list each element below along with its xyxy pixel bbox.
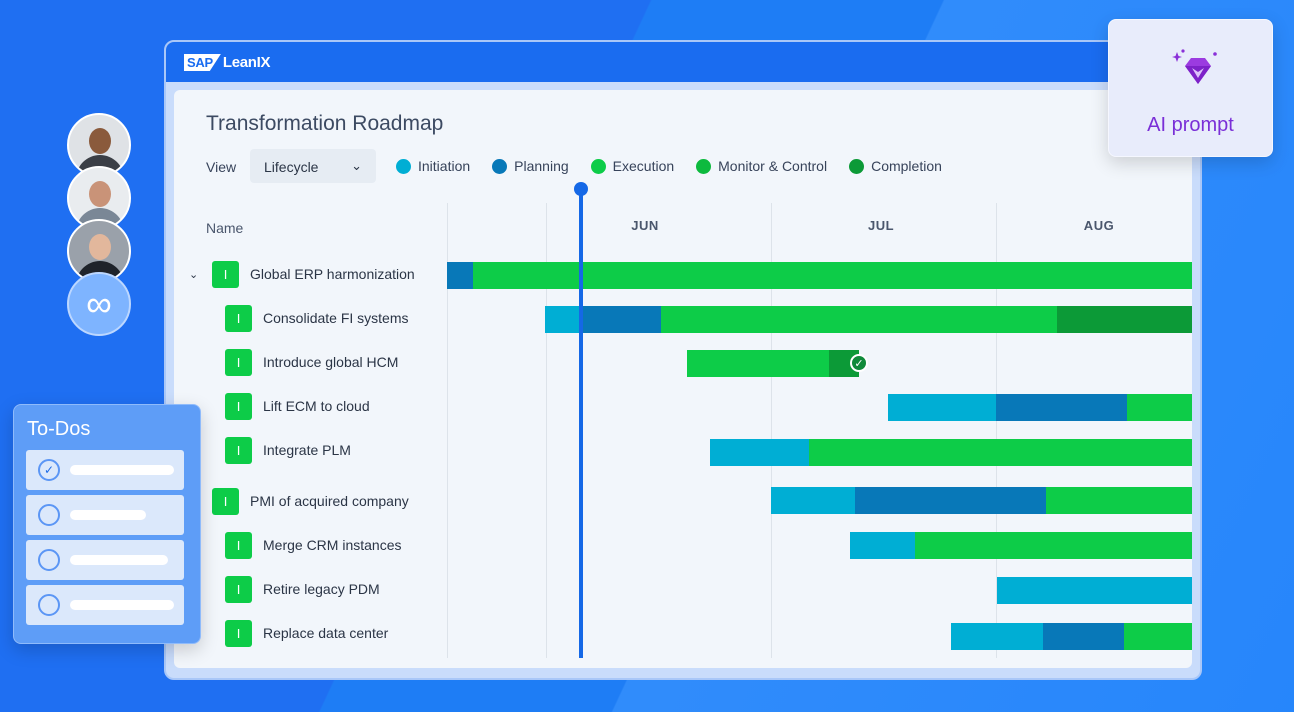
row-name: Global ERP harmonization	[250, 266, 415, 282]
row-name: Introduce global HCM	[263, 354, 399, 370]
app-window: SAP LeanIX Transformation Roadmap View L…	[164, 40, 1202, 680]
name-column-header[interactable]: Name	[206, 220, 244, 236]
legend-label: Completion	[871, 158, 942, 174]
initiative-tag-icon: I	[225, 348, 252, 376]
legend-item-monitor-control: Monitor & Control	[696, 158, 827, 174]
legend-dot-icon	[696, 158, 712, 174]
initiative-tag-icon: I	[225, 392, 252, 420]
initiative-tag-icon: I	[212, 260, 239, 288]
today-marker-line[interactable]	[579, 188, 583, 658]
month-header: JUN	[631, 218, 659, 233]
completed-check-icon: ✓	[850, 354, 868, 372]
todo-item[interactable]: ✓	[26, 450, 184, 490]
row-name: Replace data center	[263, 625, 389, 641]
empty-circle-icon[interactable]	[38, 594, 60, 616]
todo-placeholder-line	[70, 465, 174, 475]
phase-legend: Initiation Planning Execution Monitor & …	[396, 158, 942, 174]
legend-item-execution: Execution	[590, 158, 675, 174]
legend-item-completion: Completion	[849, 158, 942, 174]
initiative-tag-icon: I	[225, 436, 252, 464]
legend-label: Execution	[612, 158, 675, 174]
todos-title: To-Dos	[27, 418, 91, 440]
legend-dot-icon	[492, 158, 508, 174]
empty-circle-icon[interactable]	[38, 549, 60, 571]
row-name: PMI of acquired company	[250, 493, 409, 509]
logo-product: LeanIX	[222, 54, 271, 71]
view-select[interactable]: Lifecycle ⌄	[250, 149, 376, 183]
initiative-tag-icon: I	[225, 531, 252, 559]
chevron-down-icon: ⌄	[351, 158, 362, 173]
month-header: AUG	[1083, 218, 1115, 233]
diamond-sparkle-icon	[1172, 49, 1217, 84]
legend-dot-icon	[396, 158, 411, 174]
list-item[interactable]: I PMI of acquired company	[212, 487, 409, 515]
app-header: SAP LeanIX	[166, 42, 1200, 82]
row-name: Consolidate FI systems	[263, 310, 409, 326]
timeline-grid: JUN JUL AUG	[447, 203, 1192, 668]
gantt-bar[interactable]	[951, 623, 1192, 650]
initiative-tag-icon: I	[212, 487, 239, 515]
initiative-tag-icon: I	[225, 619, 252, 647]
todo-placeholder-line	[70, 510, 146, 520]
gantt-bar[interactable]	[687, 350, 859, 377]
legend-label: Planning	[514, 158, 569, 174]
gantt-bar[interactable]	[710, 439, 1192, 466]
list-item[interactable]: I Lift ECM to cloud	[225, 392, 370, 420]
initiative-tag-icon: I	[225, 575, 252, 603]
roadmap-panel: Transformation Roadmap View Lifecycle ⌄ …	[174, 90, 1192, 668]
logo-sap: SAP	[184, 54, 221, 71]
row-name: Integrate PLM	[263, 442, 351, 458]
page-title: Transformation Roadmap	[206, 112, 444, 135]
legend-item-planning: Planning	[492, 158, 569, 174]
row-name: Retire legacy PDM	[263, 581, 380, 597]
legend-dot-icon	[590, 158, 606, 174]
initiative-tag-icon: I	[225, 304, 252, 332]
legend-dot-icon	[849, 158, 865, 174]
ai-prompt-card[interactable]: AI prompt	[1108, 19, 1273, 157]
avatar[interactable]	[67, 166, 131, 230]
infinity-icon[interactable]: ∞	[67, 272, 131, 336]
todo-item[interactable]	[26, 540, 184, 580]
checkmark-circle-icon[interactable]: ✓	[38, 459, 60, 481]
row-name: Merge CRM instances	[263, 537, 402, 553]
legend-item-initiation: Initiation	[396, 158, 470, 174]
today-marker-handle[interactable]	[574, 182, 588, 196]
gantt-bar[interactable]	[850, 532, 1192, 559]
list-item[interactable]: I Introduce global HCM	[225, 348, 398, 376]
gantt-bar[interactable]	[545, 306, 1192, 333]
legend-label: Monitor & Control	[718, 158, 828, 174]
expand-chevron-icon[interactable]: ⌄	[189, 269, 199, 281]
list-item[interactable]: I Merge CRM instances	[225, 531, 402, 559]
todo-placeholder-line	[70, 600, 174, 610]
list-item[interactable]: I Integrate PLM	[225, 436, 351, 464]
legend-label: Initiation	[418, 158, 471, 174]
empty-circle-icon[interactable]	[38, 504, 60, 526]
todo-item[interactable]	[26, 495, 184, 535]
gantt-bar[interactable]	[447, 262, 1192, 289]
gantt-bar[interactable]	[997, 577, 1192, 604]
gantt-bar[interactable]	[771, 487, 1192, 514]
gantt-bar[interactable]	[888, 394, 1192, 421]
ai-prompt-label: AI prompt	[1147, 114, 1234, 136]
list-item[interactable]: I Replace data center	[225, 619, 388, 647]
row-name: Lift ECM to cloud	[263, 398, 370, 414]
sap-leanix-logo[interactable]: SAP LeanIX	[184, 54, 271, 71]
todos-card: To-Dos ✓	[13, 404, 201, 644]
month-header: JUL	[867, 218, 895, 233]
todo-placeholder-line	[70, 555, 168, 565]
list-item[interactable]: I Consolidate FI systems	[225, 304, 409, 332]
view-select-value: Lifecycle	[264, 159, 319, 175]
list-item[interactable]: I Global ERP harmonization	[212, 260, 415, 288]
list-item[interactable]: I Retire legacy PDM	[225, 575, 380, 603]
todo-item[interactable]	[26, 585, 184, 625]
view-label: View	[206, 159, 237, 175]
